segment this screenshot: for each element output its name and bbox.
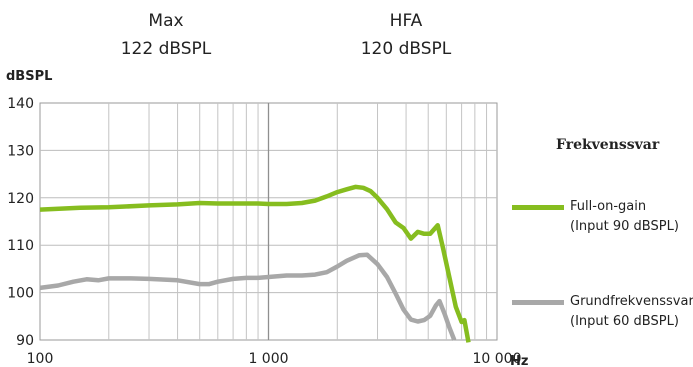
y-tick-label: 130 bbox=[7, 143, 34, 159]
legend-swatch-full-on-gain bbox=[512, 205, 564, 210]
x-tick-label: 1 000 bbox=[248, 351, 288, 367]
chart-grid bbox=[39, 102, 498, 341]
max-header: Max 122 dBSPL bbox=[100, 7, 232, 63]
series-line-grundfrekvenssvar bbox=[39, 252, 457, 341]
legend-title: Frekvenssvar bbox=[556, 137, 660, 153]
legend-swatch-grundfrekvenssvar bbox=[512, 300, 564, 305]
chart-ticks: 90 100 110 120 130 140 100 1 000 10 000 bbox=[7, 96, 521, 367]
y-tick-label: 90 bbox=[16, 333, 34, 349]
y-axis-label: dBSPL bbox=[6, 69, 52, 84]
chart-series bbox=[39, 184, 471, 343]
legend-full-on-gain-line1: Full-on-gain bbox=[570, 199, 647, 214]
legend-grundfrekvenssvar-line2: (Input 60 dBSPL) bbox=[570, 314, 679, 329]
x-tick-label: 100 bbox=[27, 351, 54, 367]
legend-grundfrekvenssvar-line1: Grundfrekvenssvar bbox=[570, 294, 693, 309]
max-value: 122 dBSPL bbox=[120, 39, 212, 59]
x-tick-label: 10 000 bbox=[473, 351, 522, 367]
legend-full-on-gain-line2: (Input 90 dBSPL) bbox=[570, 219, 679, 234]
hfa-label: HFA bbox=[389, 11, 423, 31]
hfa-value: 120 dBSPL bbox=[360, 39, 452, 59]
hfa-header: HFA 120 dBSPL bbox=[340, 7, 472, 63]
y-tick-label: 120 bbox=[7, 191, 34, 207]
y-tick-label: 140 bbox=[7, 96, 34, 112]
y-tick-label: 110 bbox=[7, 238, 34, 254]
legend-item-grundfrekvenssvar: Grundfrekvenssvar (Input 60 dBSPL) bbox=[512, 292, 693, 332]
max-label: Max bbox=[148, 11, 184, 31]
y-tick-label: 100 bbox=[7, 286, 34, 302]
x-axis-label: Hz bbox=[510, 354, 528, 367]
legend-item-full-on-gain: Full-on-gain (Input 90 dBSPL) bbox=[512, 197, 679, 237]
series-line-full-on-gain bbox=[39, 184, 471, 343]
